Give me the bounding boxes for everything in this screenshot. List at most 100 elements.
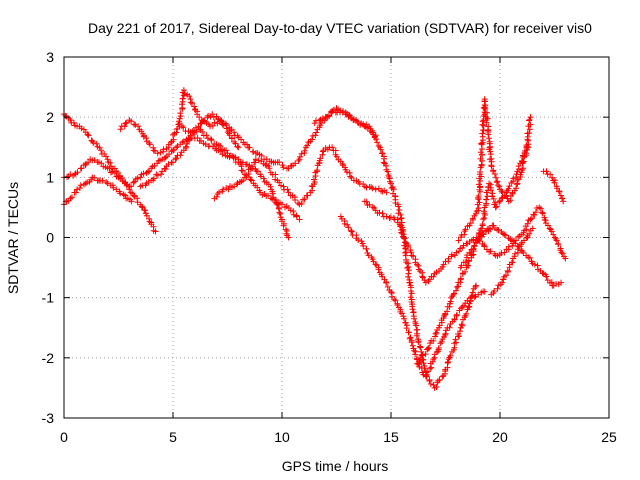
data-marker: [189, 128, 196, 135]
data-point: [529, 225, 536, 232]
data-marker: [151, 175, 158, 182]
data-point: [392, 297, 399, 304]
data-marker: [459, 322, 466, 329]
data-marker: [109, 168, 116, 175]
data-marker: [177, 110, 184, 117]
data-marker: [355, 237, 362, 244]
data-marker: [408, 290, 415, 297]
data-marker: [425, 344, 432, 351]
data-marker: [398, 215, 405, 222]
data-point: [117, 126, 124, 133]
data-marker: [481, 243, 488, 250]
data-marker: [280, 222, 287, 229]
data-marker: [217, 142, 224, 149]
data-marker: [467, 250, 474, 257]
data-marker: [479, 118, 486, 125]
data-point: [499, 279, 506, 286]
data-marker: [476, 199, 483, 206]
data-marker: [388, 289, 395, 296]
data-marker: [478, 225, 485, 232]
data-marker: [90, 139, 97, 146]
data-marker: [398, 229, 405, 236]
data-marker: [401, 235, 408, 242]
data-marker: [526, 255, 533, 262]
data-marker: [272, 171, 279, 178]
data-marker: [134, 175, 141, 182]
data-point: [442, 330, 449, 337]
data-marker: [301, 147, 308, 154]
data-marker: [70, 119, 77, 126]
data-marker: [120, 191, 127, 198]
data-marker: [413, 332, 420, 339]
data-marker: [143, 212, 150, 219]
data-marker: [187, 99, 194, 106]
data-marker: [74, 169, 81, 176]
data-marker: [232, 140, 239, 147]
data-marker: [146, 141, 153, 148]
data-marker: [405, 263, 412, 270]
data-marker: [463, 310, 470, 317]
data-marker: [523, 142, 530, 149]
data-marker: [225, 186, 232, 193]
data-marker: [238, 167, 245, 174]
data-marker: [433, 384, 440, 391]
data-marker: [506, 183, 513, 190]
data-marker: [413, 322, 420, 329]
data-marker: [374, 139, 381, 146]
data-point: [401, 315, 408, 322]
data-marker: [458, 321, 465, 328]
data-marker: [412, 351, 419, 358]
data-marker: [480, 208, 487, 215]
data-marker: [499, 189, 506, 196]
data-point: [224, 150, 231, 157]
data-marker: [363, 198, 370, 205]
data-marker: [312, 132, 319, 139]
data-series: [61, 87, 569, 391]
data-marker: [252, 159, 259, 166]
data-marker: [495, 282, 502, 289]
data-marker: [526, 129, 533, 136]
data-marker: [509, 259, 516, 266]
data-marker: [500, 276, 507, 283]
data-marker: [438, 338, 445, 345]
data-marker: [480, 216, 487, 223]
data-marker: [186, 93, 193, 100]
data-series-2: [61, 174, 135, 208]
data-marker: [555, 188, 562, 195]
data-marker: [173, 125, 180, 132]
data-marker: [480, 231, 487, 238]
data-point: [453, 312, 460, 319]
data-point: [366, 123, 373, 130]
data-marker: [258, 152, 265, 159]
x-tick-label: 20: [492, 429, 508, 445]
y-tick-label: 2: [46, 109, 54, 125]
data-point: [501, 231, 508, 238]
data-marker: [313, 129, 320, 136]
data-point: [348, 228, 355, 235]
data-marker: [407, 334, 414, 341]
data-marker: [404, 243, 411, 250]
data-marker: [228, 135, 235, 142]
data-marker: [391, 296, 398, 303]
data-point: [475, 291, 482, 298]
data-marker: [143, 135, 150, 142]
data-point: [562, 255, 569, 262]
data-marker: [210, 114, 217, 121]
data-marker: [172, 156, 179, 163]
data-marker: [398, 310, 405, 317]
data-marker: [84, 131, 91, 138]
data-marker: [415, 339, 422, 346]
data-marker: [298, 200, 305, 207]
data-marker: [496, 198, 503, 205]
data-marker: [477, 149, 484, 156]
data-marker: [254, 184, 261, 191]
data-marker: [343, 169, 350, 176]
data-point: [453, 249, 460, 256]
data-marker: [180, 124, 187, 131]
data-marker: [162, 166, 169, 173]
data-point: [135, 123, 142, 130]
data-point: [152, 228, 159, 235]
data-point: [473, 282, 480, 289]
data-point: [553, 237, 560, 244]
